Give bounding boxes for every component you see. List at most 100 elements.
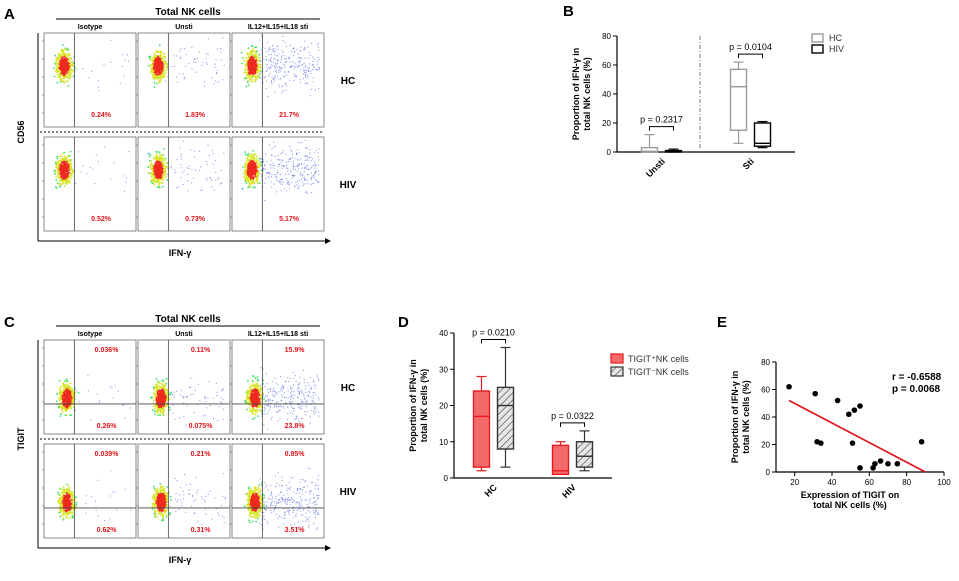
event-dot [298, 179, 301, 181]
event-dot [256, 182, 259, 185]
gate-percentage: 21.7% [279, 112, 300, 119]
event-dot [186, 54, 188, 56]
event-dot [287, 406, 289, 408]
event-dot [161, 171, 164, 174]
event-dot [272, 162, 274, 164]
event-dot [61, 50, 64, 53]
event-dot [69, 382, 72, 385]
event-dot [300, 408, 302, 410]
event-dot [246, 53, 249, 56]
event-dot [156, 180, 159, 182]
event-dot [163, 157, 166, 160]
event-dot [65, 383, 67, 386]
event-dot [277, 154, 279, 156]
event-dot [284, 76, 286, 78]
event-dot [280, 406, 283, 408]
event-dot [187, 180, 189, 182]
event-dot [257, 385, 259, 387]
event-dot [252, 169, 255, 171]
event-dot [190, 377, 192, 379]
event-dot [188, 167, 190, 170]
event-dot [89, 167, 91, 169]
column-label: Unsti [175, 24, 193, 31]
event-dot [308, 67, 310, 69]
event-dot [122, 175, 124, 177]
event-dot [155, 411, 158, 414]
event-dot [310, 160, 312, 162]
event-dot [297, 396, 299, 398]
event-dot [292, 371, 294, 373]
event-dot [244, 68, 246, 70]
event-dot [255, 410, 258, 413]
event-dot [60, 54, 62, 56]
event-dot [254, 50, 257, 53]
quadrant-percentage-bottom: 0.26% [97, 423, 118, 430]
event-dot [68, 54, 71, 56]
event-dot [290, 385, 292, 388]
event-dot [155, 73, 158, 76]
event-dot [71, 390, 74, 393]
event-dot [307, 46, 309, 48]
event-dot [71, 71, 74, 73]
event-dot [255, 400, 257, 403]
flow-title: Total NK cells [155, 7, 221, 18]
event-dot [273, 66, 276, 68]
event-dot [275, 179, 278, 181]
event-dot [260, 400, 263, 403]
event-dot [304, 66, 307, 68]
event-dot [57, 173, 59, 175]
event-dot [222, 79, 224, 81]
event-dot [296, 154, 298, 156]
event-dot [156, 408, 159, 411]
event-dot [296, 416, 298, 418]
event-dot [162, 386, 165, 388]
event-dot [268, 66, 270, 68]
event-dot [257, 173, 260, 176]
event-dot [65, 67, 67, 70]
event-dot [315, 68, 317, 71]
event-dot [183, 47, 185, 50]
event-dot [281, 86, 283, 88]
event-dot [63, 74, 66, 77]
event-dot [310, 167, 312, 169]
event-dot [268, 400, 270, 402]
event-dot [288, 380, 290, 382]
event-dot [163, 384, 166, 387]
event-dot [180, 177, 182, 179]
event-dot [59, 75, 61, 78]
event-dot [265, 87, 267, 90]
event-dot [266, 396, 268, 398]
event-dot [314, 407, 316, 409]
event-dot [271, 81, 273, 83]
event-dot [80, 171, 82, 173]
event-dot [130, 509, 132, 511]
event-dot [55, 187, 58, 189]
event-dot [271, 186, 273, 188]
event-dot [61, 58, 63, 61]
event-dot [164, 167, 167, 170]
event-dot [190, 394, 192, 396]
event-dot [283, 392, 286, 394]
gate-percentage: 5.17% [279, 216, 300, 223]
event-dot [290, 402, 292, 404]
event-dot [277, 62, 279, 65]
event-dot [270, 57, 273, 59]
event-dot [286, 181, 289, 183]
event-dot [252, 156, 254, 159]
event-dot [312, 77, 314, 79]
event-dot [153, 52, 156, 55]
event-dot [294, 186, 296, 188]
event-dot [159, 155, 162, 158]
event-dot [216, 69, 218, 71]
event-dot [249, 167, 252, 170]
event-dot [158, 79, 161, 82]
event-dot [53, 75, 56, 78]
event-dot [181, 158, 183, 160]
event-dot [153, 405, 155, 408]
event-dot [281, 68, 283, 70]
event-dot [305, 76, 307, 78]
event-dot [311, 68, 314, 71]
event-dot [245, 167, 248, 170]
event-dot [162, 411, 165, 414]
event-dot [266, 405, 268, 407]
